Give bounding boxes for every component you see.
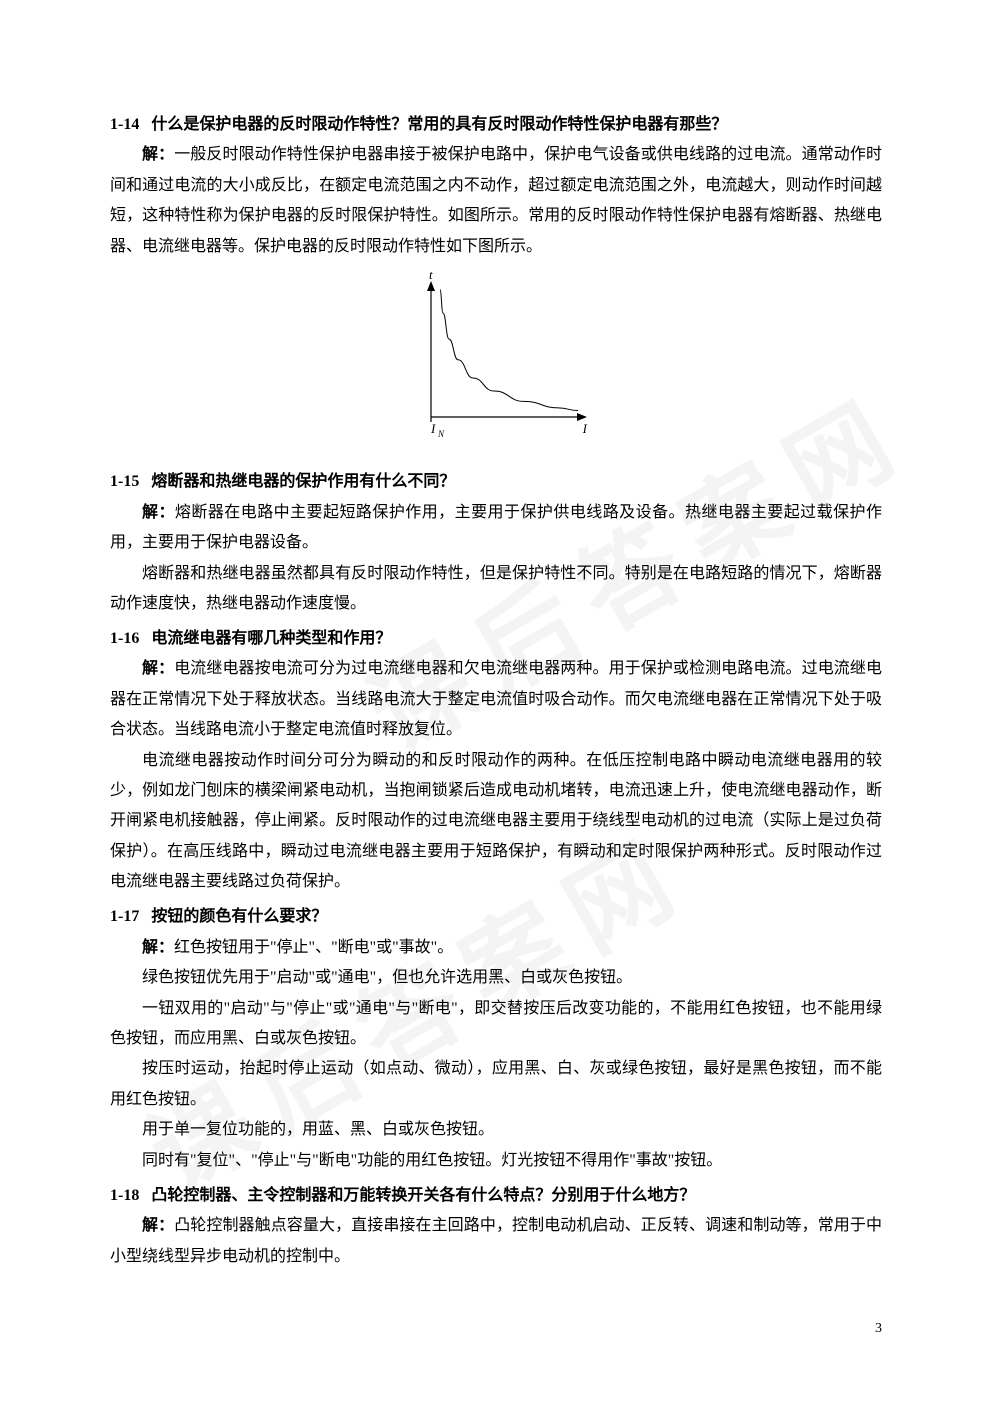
svg-text:t: t — [429, 272, 433, 282]
page-number: 3 — [875, 1316, 882, 1343]
inverse-time-curve-figure: tIIN — [396, 272, 596, 442]
answer-text: 一钮双用的"启动"与"停止"或"通电"与"断电"，即交替按压后改变功能的，不能用… — [110, 1000, 882, 1047]
answer-text: 按压时运动，抬起时停止运动（如点动、微动），应用黑、白、灰或绿色按钮，最好是黑色… — [110, 1060, 882, 1107]
svg-text:I: I — [430, 421, 436, 436]
question-title: 凸轮控制器、主令控制器和万能转换开关各有什么特点？分别用于什么地方？ — [151, 1187, 695, 1204]
answer-paragraph: 电流继电器按动作时间分可分为瞬动的和反时限动作的两种。在低压控制电路中瞬动电流继… — [110, 746, 882, 898]
svg-text:N: N — [437, 429, 445, 439]
answer-label: 解： — [142, 660, 174, 677]
question-title: 按钮的颜色有什么要求？ — [151, 908, 327, 925]
question-1-14: 1-14 什么是保护电器的反时限动作特性？常用的具有反时限动作特性保护电器有那些… — [110, 110, 882, 453]
answer-paragraph: 解：电流继电器按电流可分为过电流继电器和欠电流继电器两种。用于保护或检测电路电流… — [110, 654, 882, 745]
content: 1-14 什么是保护电器的反时限动作特性？常用的具有反时限动作特性保护电器有那些… — [110, 110, 882, 1272]
question-number: 1-17 — [110, 908, 139, 925]
answer-text: 电流继电器按动作时间分可分为瞬动的和反时限动作的两种。在低压控制电路中瞬动电流继… — [110, 752, 882, 891]
answer-paragraph: 同时有"复位"、"停止"与"断电"功能的用红色按钮。灯光按钮不得用作"事故"按钮… — [110, 1146, 882, 1176]
answer-label: 解： — [142, 504, 175, 521]
answer-paragraph: 解：一般反时限动作特性保护电器串接于被保护电路中，保护电气设备或供电线路的过电流… — [110, 140, 882, 262]
question-1-15: 1-15 熔断器和热继电器的保护作用有什么不同？ 解：熔断器在电路中主要起短路保… — [110, 467, 882, 619]
answer-paragraph: 用于单一复位功能的，用蓝、黑、白或灰色按钮。 — [110, 1115, 882, 1145]
answer-text: 凸轮控制器触点容量大，直接串接在主回路中，控制电动机启动、正反转、调速和制动等，… — [110, 1217, 882, 1264]
answer-text: 熔断器在电路中主要起短路保护作用，主要用于保护供电线路及设备。热继电器主要起过载… — [110, 504, 882, 551]
answer-paragraph: 解：熔断器在电路中主要起短路保护作用，主要用于保护供电线路及设备。热继电器主要起… — [110, 498, 882, 559]
question-title: 熔断器和热继电器的保护作用有什么不同？ — [151, 473, 455, 490]
figure-wrap: tIIN — [110, 272, 882, 453]
answer-paragraph: 按压时运动，抬起时停止运动（如点动、微动），应用黑、白、灰或绿色按钮，最好是黑色… — [110, 1054, 882, 1115]
answer-text: 电流继电器按电流可分为过电流继电器和欠电流继电器两种。用于保护或检测电路电流。过… — [110, 660, 882, 738]
answer-text: 同时有"复位"、"停止"与"断电"功能的用红色按钮。灯光按钮不得用作"事故"按钮… — [142, 1152, 722, 1169]
question-number: 1-18 — [110, 1187, 139, 1204]
answer-label: 解： — [142, 939, 174, 956]
svg-text:I: I — [582, 421, 588, 436]
answer-text: 绿色按钮优先用于"启动"或"通电"，但也允许选用黑、白或灰色按钮。 — [142, 969, 632, 986]
answer-text: 熔断器和热继电器虽然都具有反时限动作特性，但是保护特性不同。特别是在电路短路的情… — [110, 565, 882, 612]
question-title: 什么是保护电器的反时限动作特性？常用的具有反时限动作特性保护电器有那些？ — [151, 116, 727, 133]
answer-paragraph: 解：凸轮控制器触点容量大，直接串接在主回路中，控制电动机启动、正反转、调速和制动… — [110, 1211, 882, 1272]
answer-text: 红色按钮用于"停止"、"断电"或"事故"。 — [174, 939, 453, 956]
question-title: 电流继电器有哪几种类型和作用？ — [151, 630, 391, 647]
question-number: 1-16 — [110, 630, 139, 647]
answer-label: 解： — [142, 146, 174, 163]
answer-paragraph: 解：红色按钮用于"停止"、"断电"或"事故"。 — [110, 933, 882, 963]
answer-label: 解： — [142, 1217, 174, 1234]
answer-paragraph: 一钮双用的"启动"与"停止"或"通电"与"断电"，即交替按压后改变功能的，不能用… — [110, 994, 882, 1055]
answer-text: 一般反时限动作特性保护电器串接于被保护电路中，保护电气设备或供电线路的过电流。通… — [110, 146, 882, 254]
question-number: 1-15 — [110, 473, 139, 490]
question-1-18: 1-18 凸轮控制器、主令控制器和万能转换开关各有什么特点？分别用于什么地方？ … — [110, 1181, 882, 1272]
question-1-16: 1-16 电流继电器有哪几种类型和作用？ 解：电流继电器按电流可分为过电流继电器… — [110, 624, 882, 898]
answer-paragraph: 绿色按钮优先用于"启动"或"通电"，但也允许选用黑、白或灰色按钮。 — [110, 963, 882, 993]
question-1-17: 1-17 按钮的颜色有什么要求？ 解：红色按钮用于"停止"、"断电"或"事故"。… — [110, 902, 882, 1176]
answer-paragraph: 熔断器和热继电器虽然都具有反时限动作特性，但是保护特性不同。特别是在电路短路的情… — [110, 559, 882, 620]
page: 课后答案网 课后答案网 1-14 什么是保护电器的反时限动作特性？常用的具有反时… — [0, 0, 992, 1403]
question-number: 1-14 — [110, 116, 139, 133]
answer-text: 用于单一复位功能的，用蓝、黑、白或灰色按钮。 — [142, 1121, 494, 1138]
